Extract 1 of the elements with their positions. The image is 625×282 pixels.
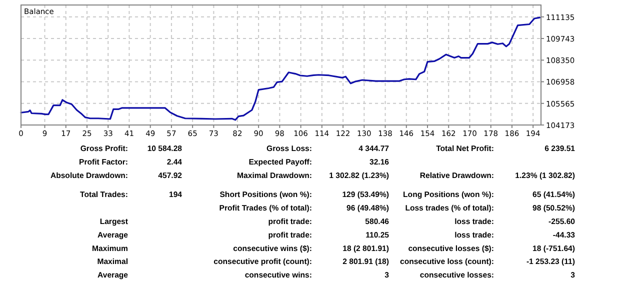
line-series bbox=[20, 16, 540, 121]
